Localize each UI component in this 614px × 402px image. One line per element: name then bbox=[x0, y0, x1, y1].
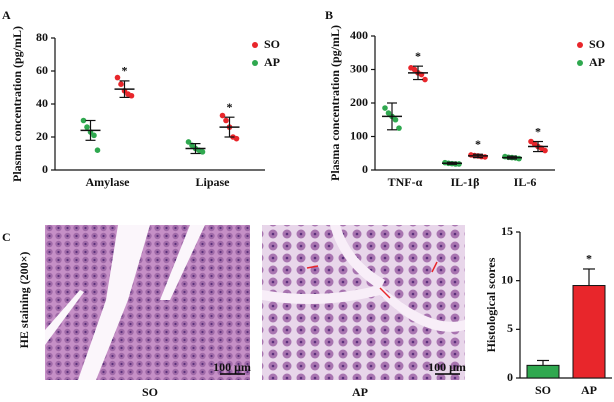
data-point bbox=[422, 76, 428, 83]
significance-mark: * bbox=[586, 252, 592, 266]
he-image-ap bbox=[262, 225, 465, 380]
data-point bbox=[80, 117, 87, 124]
significance-mark: * bbox=[415, 49, 421, 63]
data-point bbox=[542, 147, 548, 154]
x-tick-label: Lipase bbox=[195, 175, 230, 189]
y-tick-label: 0 bbox=[362, 162, 368, 176]
panel-letter: C bbox=[2, 230, 11, 244]
data-point bbox=[185, 139, 192, 145]
data-point bbox=[84, 124, 90, 130]
panel-letter: B bbox=[325, 8, 333, 22]
data-point bbox=[91, 132, 97, 139]
significance-mark: * bbox=[122, 64, 128, 78]
data-point bbox=[199, 149, 206, 155]
y-axis-label: Histological scores bbox=[484, 257, 498, 352]
y-tick-label: 10 bbox=[501, 272, 513, 286]
data-point bbox=[114, 74, 121, 81]
data-point bbox=[118, 81, 124, 87]
data-point bbox=[396, 125, 402, 131]
legend-label: SO bbox=[264, 37, 280, 51]
x-tick-label: TNF-α bbox=[388, 175, 423, 189]
panel-letter: A bbox=[2, 8, 11, 22]
x-tick-label: SO bbox=[535, 383, 551, 397]
y-tick-label: 15 bbox=[501, 224, 513, 238]
data-point bbox=[482, 154, 488, 160]
he-image-so bbox=[45, 225, 250, 380]
x-tick-label: Amylase bbox=[86, 175, 131, 189]
y-axis-label: Plasma concentration (pg/mL) bbox=[328, 25, 342, 181]
data-point bbox=[411, 66, 418, 73]
data-point bbox=[385, 110, 392, 116]
y-tick-label: 0 bbox=[507, 370, 513, 384]
scale-bar-label: 100 μm bbox=[213, 360, 251, 374]
legend-marker bbox=[577, 42, 583, 48]
image-label: AP bbox=[352, 385, 368, 399]
scale-bar-label: 100 μm bbox=[428, 360, 466, 374]
bar bbox=[526, 364, 560, 379]
data-point bbox=[382, 105, 388, 111]
data-point bbox=[128, 92, 135, 99]
bar bbox=[572, 285, 606, 379]
legend-label: SO bbox=[589, 37, 605, 51]
y-tick-label: 0 bbox=[42, 162, 48, 176]
y-tick-label: 60 bbox=[36, 63, 48, 77]
data-point bbox=[516, 155, 522, 162]
y-axis-label: Plasma concentration (pg/mL) bbox=[10, 26, 24, 182]
legend-marker bbox=[252, 42, 258, 48]
x-tick-label: AP bbox=[581, 383, 597, 397]
y-tick-label: 80 bbox=[36, 30, 48, 44]
image-ylabel: HE staining (200×) bbox=[17, 252, 31, 349]
legend-marker bbox=[252, 60, 258, 66]
data-point bbox=[94, 147, 101, 153]
legend-label: AP bbox=[589, 55, 605, 69]
significance-mark: * bbox=[535, 124, 541, 138]
data-point bbox=[223, 117, 229, 124]
data-point bbox=[392, 116, 399, 123]
y-tick-label: 40 bbox=[36, 96, 48, 110]
legend-label: AP bbox=[264, 55, 280, 69]
y-tick-label: 400 bbox=[350, 28, 368, 42]
data-point bbox=[233, 135, 240, 142]
y-tick-label: 300 bbox=[350, 61, 368, 75]
y-tick-label: 20 bbox=[36, 129, 48, 143]
significance-mark: * bbox=[227, 100, 233, 114]
significance-mark: * bbox=[475, 137, 481, 151]
y-tick-label: 200 bbox=[350, 95, 368, 109]
x-tick-label: IL-1β bbox=[451, 175, 480, 189]
x-tick-label: IL-6 bbox=[514, 175, 537, 189]
legend-marker bbox=[577, 60, 583, 66]
image-label: SO bbox=[142, 385, 158, 399]
y-tick-label: 5 bbox=[507, 321, 513, 335]
data-point bbox=[219, 112, 226, 119]
y-tick-label: 100 bbox=[350, 128, 368, 142]
